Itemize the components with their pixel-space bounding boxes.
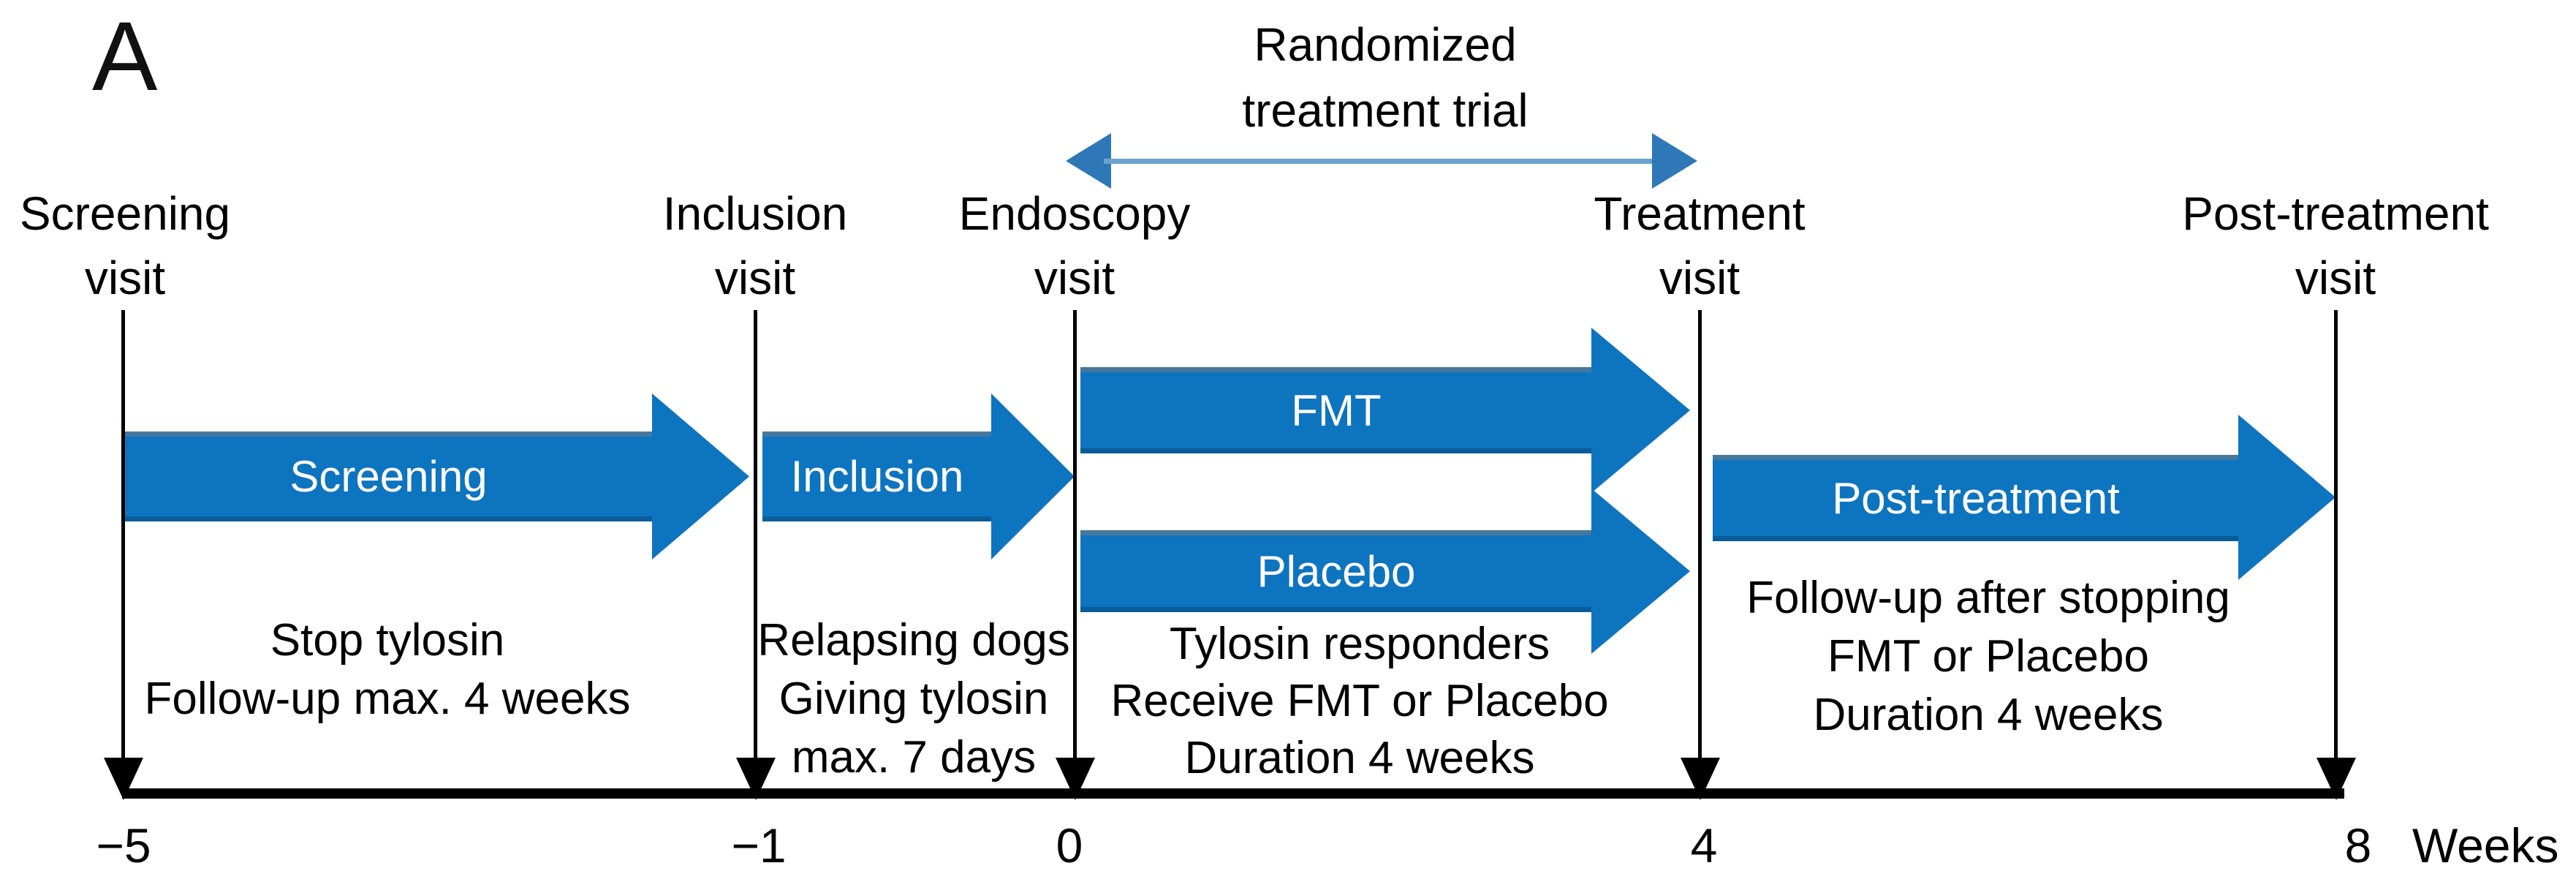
visit-label-line: visit — [84, 252, 166, 304]
range-arrowhead-right-icon — [1652, 133, 1697, 189]
phase-arrowhead-fmt-icon — [1591, 328, 1690, 493]
note-line: Follow-up after stopping — [1746, 573, 2230, 623]
timeline-axis — [122, 788, 2344, 799]
note-line: Receive FMT or Placebo — [1110, 676, 1609, 726]
notes-fmt-placebo: Tylosin responders Receive FMT or Placeb… — [1110, 616, 1608, 787]
visit-line-endoscopy — [1073, 310, 1077, 793]
phase-arrow-label: Screening — [289, 452, 488, 501]
phase-arrowhead-inclusion-icon — [991, 393, 1075, 559]
visit-label-line: visit — [1034, 252, 1115, 304]
phase-arrow-label: FMT — [1291, 385, 1382, 435]
notes-screening: Stop tylosin Follow-up max. 4 weeks — [144, 611, 630, 728]
down-arrowhead-icon — [104, 758, 143, 800]
down-arrowhead-icon — [2316, 758, 2356, 800]
note-line: FMT or Placebo — [1827, 631, 2149, 682]
notes-post-treatment: Follow-up after stopping FMT or Placebo … — [1746, 569, 2230, 745]
range-arrow-line — [1104, 159, 1653, 164]
visit-line-screening — [121, 310, 125, 793]
visit-label-line: visit — [2295, 252, 2376, 304]
visit-label-line: Inclusion — [662, 187, 848, 240]
axis-tick-minus5: −5 — [96, 818, 151, 872]
phase-arrow-label: Placebo — [1257, 546, 1416, 596]
note-line: Stop tylosin — [270, 615, 505, 666]
visit-label-screening: Screening visit — [0, 181, 403, 310]
visit-label-line: Screening — [19, 187, 231, 240]
phase-arrow-post-treatment: Post-treatment — [1713, 455, 2239, 541]
phase-arrow-inclusion: Inclusion — [762, 431, 992, 521]
note-line: Follow-up max. 4 weeks — [144, 674, 631, 724]
visit-line-post-treatment — [2334, 310, 2338, 793]
axis-unit-label: Weeks — [2412, 818, 2559, 872]
note-line: Duration 4 weeks — [1184, 733, 1535, 783]
note-line: max. 7 days — [791, 732, 1037, 783]
visit-label-line: visit — [714, 252, 796, 304]
visit-label-endoscopy: Endoscopy visit — [797, 181, 1352, 310]
visit-line-inclusion — [754, 310, 757, 793]
axis-tick-8: 8 — [2344, 818, 2372, 872]
phase-arrow-label: Inclusion — [790, 452, 964, 501]
note-line: Duration 4 weeks — [1813, 690, 2164, 740]
visit-label-line: Endoscopy — [958, 187, 1191, 240]
axis-tick-0: 0 — [1056, 818, 1083, 872]
phase-arrow-fmt: FMT — [1080, 367, 1592, 453]
note-line: Relapsing dogs — [757, 615, 1070, 666]
phase-arrowhead-post-treatment-icon — [2238, 415, 2336, 580]
randomized-trial-title: Randomized treatment trial — [1242, 12, 1528, 143]
phase-arrow-label: Post-treatment — [1832, 473, 2120, 523]
axis-tick-minus1: −1 — [731, 818, 787, 872]
phase-arrowhead-screening-icon — [652, 393, 749, 559]
visit-label-line: visit — [1659, 252, 1740, 304]
visit-label-post-treatment: Post-treatment visit — [2058, 181, 2576, 310]
notes-inclusion: Relapsing dogs Giving tylosin max. 7 day… — [757, 611, 1069, 787]
visit-label-line: Post-treatment — [2182, 187, 2489, 240]
visit-label-inclusion: Inclusion visit — [477, 181, 1033, 310]
axis-tick-4: 4 — [1690, 818, 1718, 872]
panel-label: A — [92, 2, 158, 111]
phase-arrow-screening: Screening — [124, 431, 653, 521]
randomized-trial-title-line1: Randomized — [1254, 18, 1517, 71]
down-arrowhead-icon — [736, 758, 776, 800]
visit-line-treatment — [1698, 310, 1702, 793]
down-arrowhead-icon — [1681, 758, 1720, 800]
visit-label-line: Treatment — [1594, 187, 1806, 240]
note-line: Giving tylosin — [779, 674, 1049, 724]
visit-label-treatment: Treatment visit — [1422, 181, 1977, 310]
randomized-trial-title-line2: treatment trial — [1242, 84, 1528, 137]
phase-arrow-placebo: Placebo — [1080, 530, 1592, 612]
down-arrowhead-icon — [1056, 758, 1095, 800]
note-line: Tylosin responders — [1169, 619, 1550, 669]
